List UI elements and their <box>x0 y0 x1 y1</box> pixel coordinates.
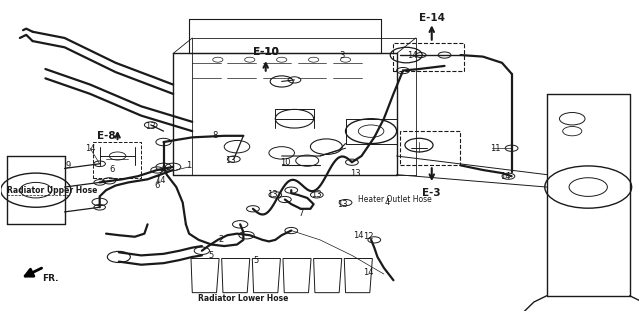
Text: 7: 7 <box>298 209 303 218</box>
Text: 3: 3 <box>340 51 345 60</box>
Bar <box>400 131 461 165</box>
Text: E-10: E-10 <box>253 47 278 57</box>
Text: 10: 10 <box>280 158 290 167</box>
Text: 5: 5 <box>209 251 214 260</box>
Text: 6: 6 <box>110 165 115 174</box>
Text: 4: 4 <box>385 198 390 207</box>
Text: 14: 14 <box>155 176 166 185</box>
Text: 14: 14 <box>353 231 364 240</box>
Text: 13: 13 <box>312 190 322 199</box>
Text: Heater Outlet Hose: Heater Outlet Hose <box>358 195 432 204</box>
Bar <box>394 43 464 71</box>
Text: Radiator Upper Hose: Radiator Upper Hose <box>7 186 97 195</box>
Text: 13: 13 <box>350 168 360 178</box>
Text: 1: 1 <box>186 161 192 170</box>
Text: 5: 5 <box>253 256 259 265</box>
Text: 14: 14 <box>85 144 95 153</box>
Text: 14: 14 <box>363 268 373 277</box>
Text: 2: 2 <box>218 235 223 244</box>
Text: E-14: E-14 <box>419 13 445 23</box>
Text: 14: 14 <box>407 51 418 60</box>
Text: 13: 13 <box>225 156 236 165</box>
Text: 9: 9 <box>65 161 70 170</box>
Text: 14: 14 <box>500 172 511 181</box>
Text: 13: 13 <box>337 200 348 209</box>
Text: E-10: E-10 <box>253 47 278 57</box>
Text: 13: 13 <box>267 190 277 199</box>
Text: 13: 13 <box>145 122 156 131</box>
Text: 11: 11 <box>490 144 501 153</box>
Text: E-8: E-8 <box>97 131 115 141</box>
Text: 8: 8 <box>212 131 218 140</box>
Text: E-3: E-3 <box>422 188 441 198</box>
Bar <box>93 142 141 178</box>
Text: Radiator Lower Hose: Radiator Lower Hose <box>198 295 289 303</box>
Text: 6: 6 <box>154 181 160 190</box>
Text: FR.: FR. <box>42 274 59 283</box>
Text: 12: 12 <box>363 232 373 241</box>
